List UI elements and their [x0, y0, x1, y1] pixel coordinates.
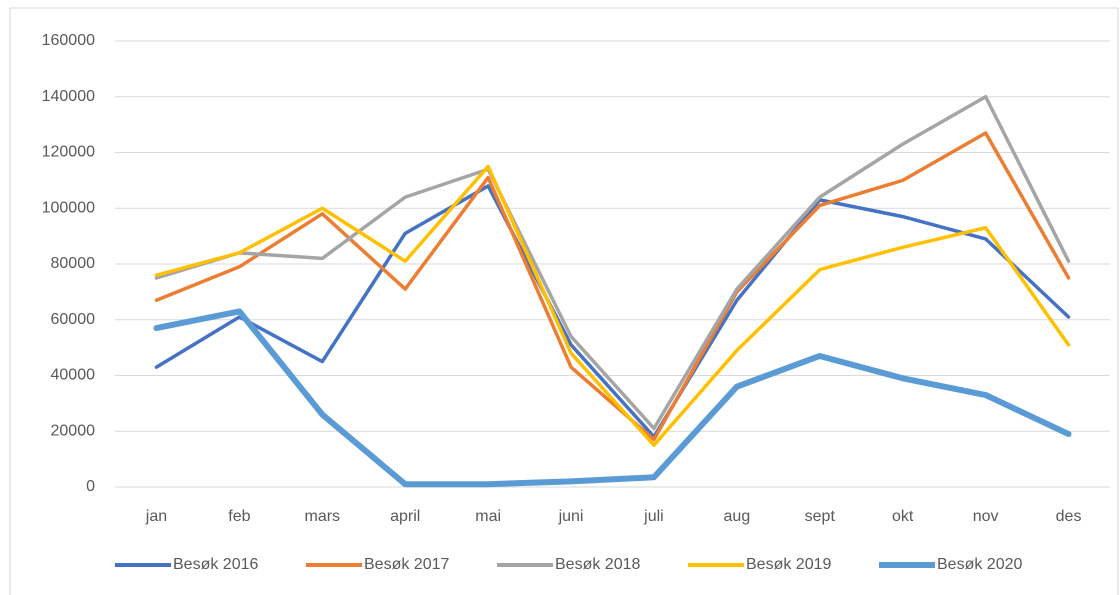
series-line: [154, 184, 1071, 439]
x-tick-label: aug: [724, 508, 751, 525]
series-line: [154, 131, 1071, 442]
x-tick-label: april: [390, 508, 420, 525]
x-tick-label: juni: [558, 508, 584, 525]
x-tick-label: sept: [805, 508, 836, 525]
y-tick-label: 80000: [51, 255, 96, 272]
x-tick-label: nov: [973, 508, 999, 525]
y-tick-label: 160000: [42, 32, 95, 49]
y-tick-label: 40000: [51, 367, 96, 384]
legend-label: Besøk 2018: [555, 556, 640, 573]
y-tick-label: 60000: [51, 311, 96, 328]
x-tick-label: mars: [305, 508, 341, 525]
legend-label: Besøk 2016: [173, 556, 258, 573]
chart-frame: [9, 7, 1119, 595]
x-tick-label: mai: [475, 508, 501, 525]
legend-label: Besøk 2019: [746, 556, 831, 573]
y-tick-label: 140000: [42, 88, 95, 105]
series-line: [154, 164, 1071, 447]
x-tick-label: des: [1056, 508, 1082, 525]
x-tick-label: juli: [643, 508, 664, 525]
y-tick-label: 120000: [42, 144, 95, 161]
series-line: [154, 95, 1071, 431]
series-line: [153, 308, 1072, 488]
y-tick-label: 100000: [42, 199, 95, 216]
y-tick-label: 20000: [51, 422, 96, 439]
x-tick-label: feb: [228, 508, 250, 525]
x-tick-label: jan: [145, 508, 167, 525]
y-tick-label: 0: [86, 478, 95, 495]
legend-label: Besøk 2020: [937, 556, 1022, 573]
x-tick-label: okt: [892, 508, 914, 525]
legend-label: Besøk 2017: [364, 556, 449, 573]
